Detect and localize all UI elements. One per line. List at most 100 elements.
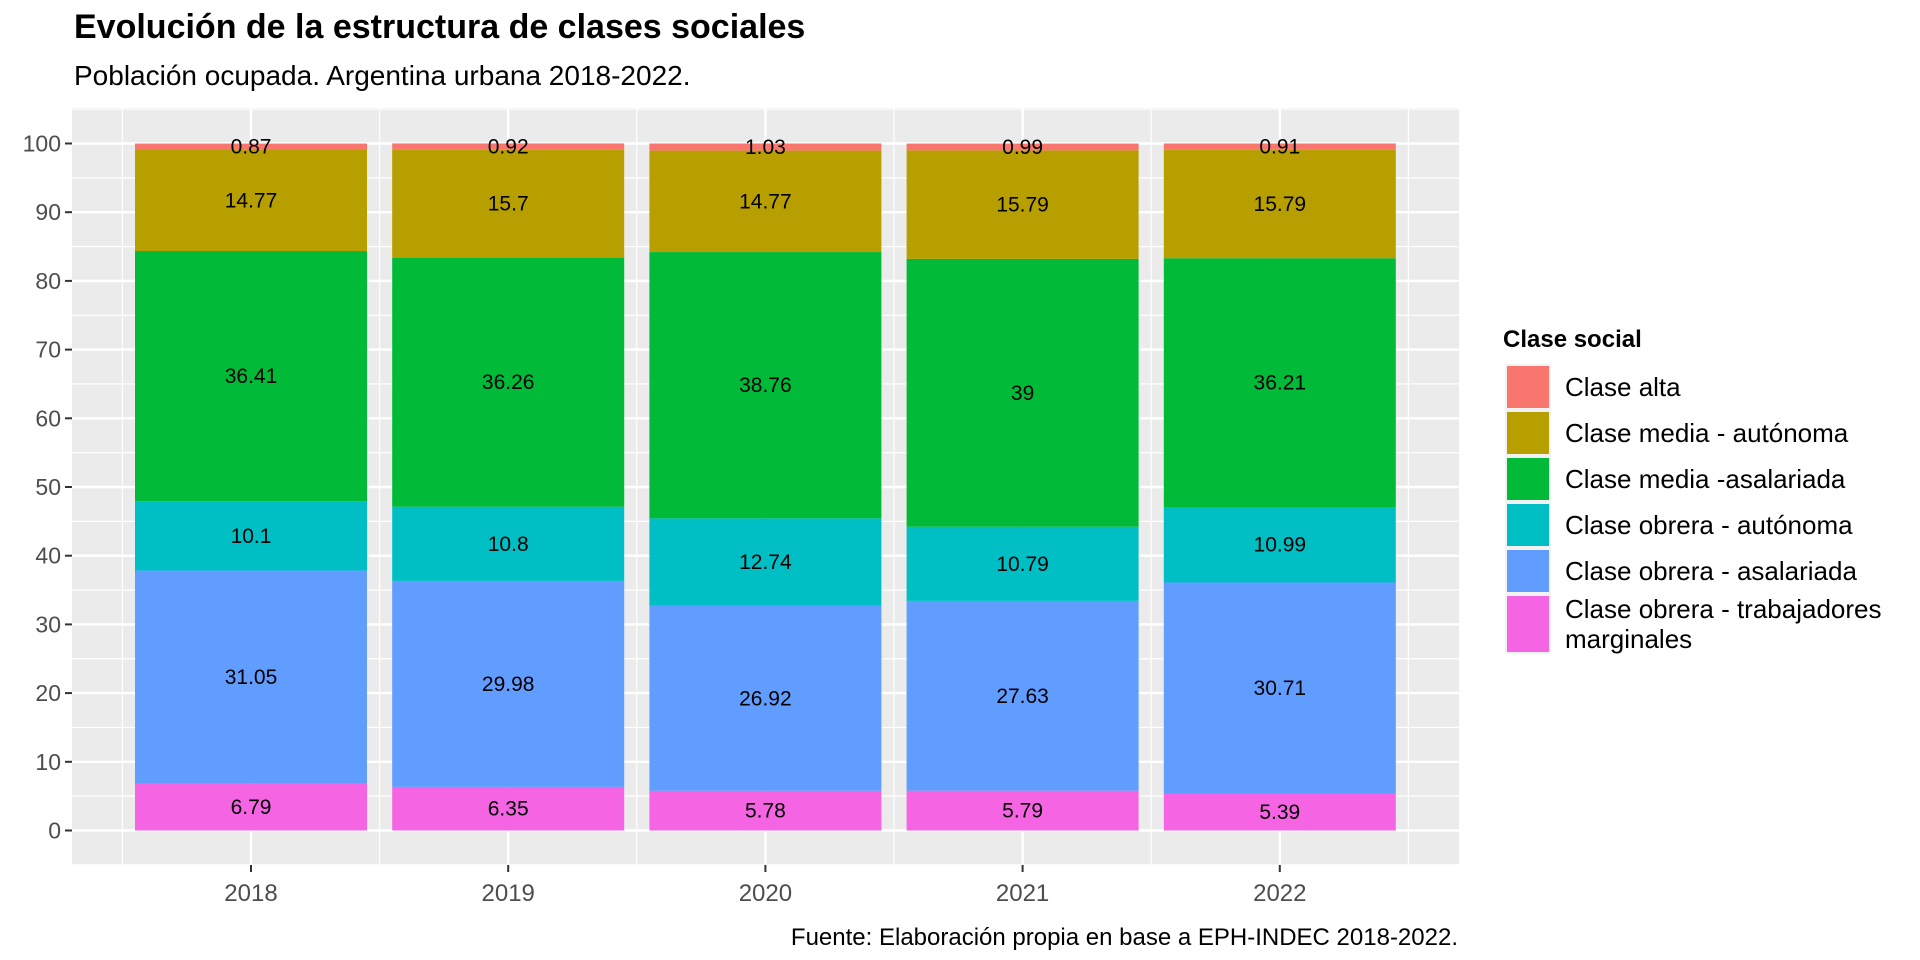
bar-value-label: 10.1 <box>231 525 272 548</box>
bar-segment <box>906 150 1139 259</box>
bar-value-label: 5.79 <box>1002 800 1043 823</box>
bar-segment <box>1163 506 1396 583</box>
bar-segment <box>392 580 625 787</box>
bar-value-label: 36.26 <box>482 371 535 394</box>
bar-segment <box>1163 143 1396 150</box>
legend-color-swatch <box>1505 410 1551 456</box>
bar-value-label: 30.71 <box>1254 677 1307 700</box>
bars <box>135 143 1396 831</box>
bar-segment <box>906 526 1139 601</box>
legend-color-swatch <box>1505 548 1551 594</box>
y-tick-label: 10 <box>35 749 61 775</box>
legend-color-swatch <box>1505 456 1551 502</box>
bar-value-label: 15.7 <box>488 193 529 216</box>
x-axis: 2018 2019 2020 2021 2022 <box>224 865 1306 907</box>
bar-value-label: 10.79 <box>996 553 1049 576</box>
bar-value-label: 6.79 <box>231 796 272 819</box>
legend-label: Clase obrera - trabajadores marginales <box>1565 594 1882 654</box>
bar-value-label: 0.92 <box>488 136 529 159</box>
legend-items: Clase alta Clase media - autónoma Clase me… <box>1505 364 1895 654</box>
legend-label: Clase obrera - asalariada <box>1565 556 1857 586</box>
bar-segment <box>649 790 882 831</box>
bar-segment <box>649 605 882 791</box>
bar-value-label: 26.92 <box>739 687 792 710</box>
legend-item: Clase media - autónoma <box>1505 410 1895 456</box>
legend-item: Clase obrera - autónoma <box>1505 502 1895 548</box>
bar-segment <box>1163 582 1396 794</box>
legend-color-swatch <box>1505 502 1551 548</box>
bar-segment <box>649 143 882 151</box>
legend-item: Clase obrera - asalariada <box>1505 548 1895 594</box>
bar-value-label: 5.39 <box>1259 801 1300 824</box>
y-tick-label: 100 <box>23 131 61 157</box>
bar-segment <box>135 149 367 252</box>
bar-value-label: 0.99 <box>1002 136 1043 159</box>
bar-segment <box>135 783 367 831</box>
bar-segment <box>392 506 625 581</box>
bar-segment <box>649 252 882 519</box>
bar-labels: 6.79 31.05 10.1 36.41 14.77 0.87 6.35 29.98 10.8… <box>225 136 1306 824</box>
legend-label: Clase media - autónoma <box>1565 418 1849 448</box>
legend-item: Clase obrera - trabajadores marginales <box>1505 594 1895 654</box>
bar-segment <box>392 786 625 831</box>
bar-segment <box>906 143 1139 151</box>
bar-segment <box>906 258 1139 527</box>
bar-value-label: 0.91 <box>1259 136 1300 159</box>
bar-value-label: 12.74 <box>739 551 792 574</box>
x-tick-label: 2019 <box>482 880 535 907</box>
bar-value-label: 31.05 <box>225 666 278 689</box>
bar-value-label: 10.8 <box>488 533 529 556</box>
bar-segment <box>135 501 367 571</box>
bar-segment <box>135 570 367 784</box>
chart-title: Evolución de la estructura de clases soc… <box>74 8 806 46</box>
legend-label: Clase obrera - autónoma <box>1565 510 1853 540</box>
bar-segment <box>392 257 625 507</box>
bar-segment <box>649 150 882 253</box>
legend-color-swatch <box>1505 594 1551 654</box>
y-tick-label: 60 <box>35 405 61 431</box>
bar-value-label: 1.03 <box>745 136 786 159</box>
x-tick-label: 2018 <box>224 880 277 907</box>
bar-value-label: 36.41 <box>225 365 278 388</box>
bar-value-label: 15.79 <box>996 194 1049 217</box>
y-axis: 0 10 20 30 40 50 60 70 80 90 100 <box>23 131 72 844</box>
bar-value-label: 0.87 <box>231 136 272 159</box>
bar-value-label: 6.35 <box>488 798 529 821</box>
y-tick-label: 80 <box>35 268 61 294</box>
bar-segment <box>1163 793 1396 831</box>
y-tick-label: 0 <box>48 818 61 844</box>
bar-segment <box>649 518 882 606</box>
legend-color-swatch <box>1505 364 1551 410</box>
bar-value-label: 29.98 <box>482 673 535 696</box>
bar-value-label: 5.78 <box>745 800 786 823</box>
chart-subtitle: Población ocupada. Argentina urbana 2018… <box>74 60 691 91</box>
x-tick-label: 2021 <box>996 880 1049 907</box>
bar-segment <box>1163 149 1396 259</box>
y-tick-label: 90 <box>35 199 61 225</box>
bar-segment <box>135 143 367 150</box>
y-tick-label: 30 <box>35 611 61 637</box>
bar-value-label: 39 <box>1011 382 1034 405</box>
legend-item: Clase media -asalariada <box>1505 456 1895 502</box>
bar-segment <box>906 600 1139 791</box>
bar-value-label: 15.79 <box>1254 193 1307 216</box>
legend-label: Clase alta <box>1565 372 1681 402</box>
legend-item: Clase alta <box>1505 364 1895 410</box>
legend: Clase social Clase alta Clase media - aut… <box>1503 326 1895 654</box>
bar-segment <box>135 251 367 502</box>
x-tick-label: 2022 <box>1253 880 1306 907</box>
bar-value-label: 14.77 <box>739 190 792 213</box>
y-tick-label: 50 <box>35 474 61 500</box>
x-tick-label: 2020 <box>739 880 792 907</box>
y-tick-label: 40 <box>35 543 61 569</box>
bar-value-label: 38.76 <box>739 374 792 397</box>
bar-value-label: 14.77 <box>225 189 278 212</box>
bar-segment <box>906 790 1139 831</box>
legend-label: Clase media -asalariada <box>1565 464 1846 494</box>
bar-segment <box>392 149 625 258</box>
bar-segment <box>392 143 625 150</box>
bar-value-label: 27.63 <box>996 685 1049 708</box>
bar-value-label: 10.99 <box>1254 534 1307 557</box>
bar-value-label: 36.21 <box>1254 372 1307 395</box>
